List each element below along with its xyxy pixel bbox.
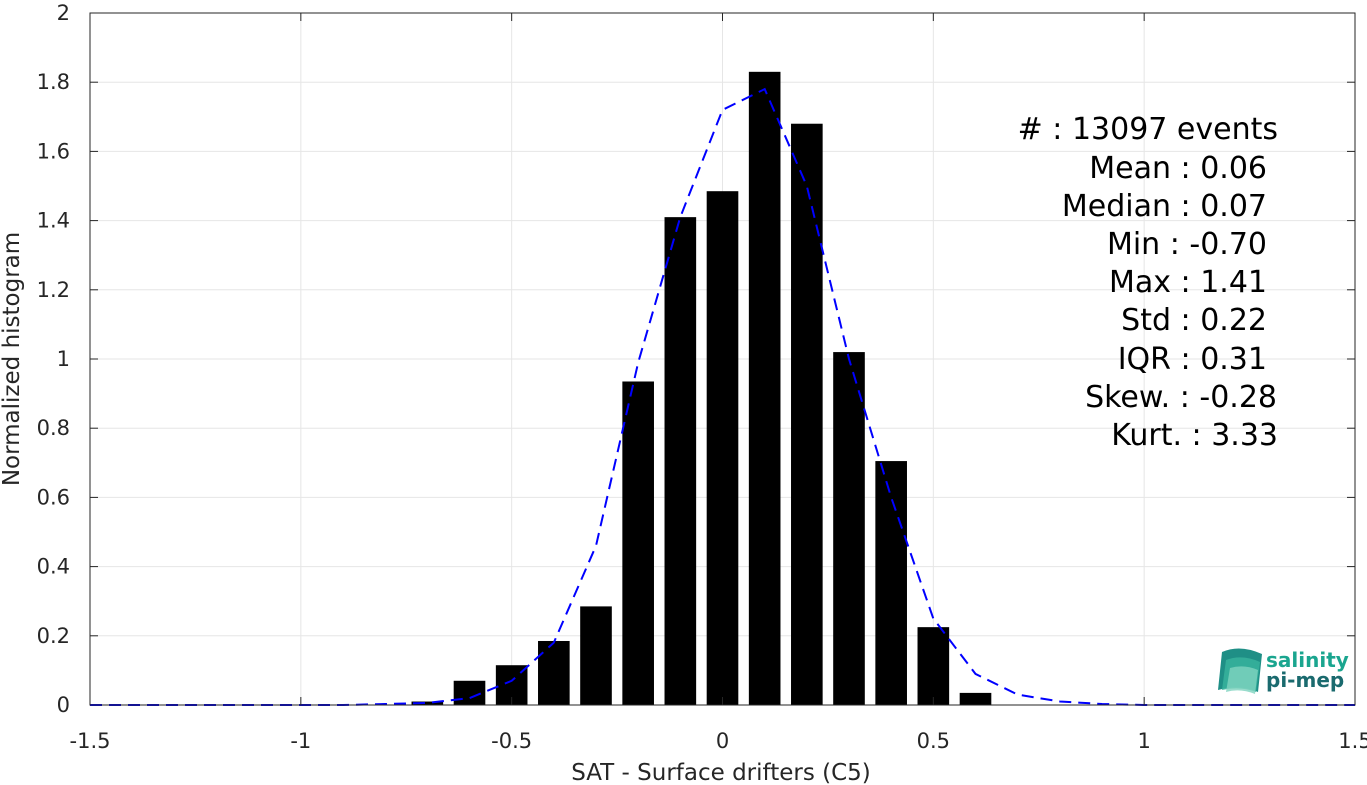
y-tick-label: 0.6 [37, 485, 70, 509]
histogram-bar [538, 640, 570, 705]
stat-std: Std : 0.22 [1121, 303, 1267, 338]
histogram-bar [580, 606, 612, 705]
histogram-bar [664, 217, 697, 705]
histogram-bar [622, 381, 654, 705]
salinity-pimep-logo: salinity pi-mep [1218, 648, 1349, 694]
histogram-bar [411, 701, 444, 705]
logo-text-pimep: pi-mep [1266, 668, 1344, 692]
x-tick-label: 0 [716, 729, 729, 753]
stats-annotation: # : 13097 events Mean : 0.06 Median : 0.… [1018, 112, 1278, 453]
histogram-bar [875, 461, 907, 705]
y-tick-label: 0.4 [37, 555, 70, 579]
histogram-bar [791, 123, 823, 706]
y-tick-label: 1 [57, 347, 70, 371]
logo-text-salinity: salinity [1266, 648, 1349, 672]
y-axis-label: Normalized histogram [0, 232, 25, 486]
x-axis-ticks: -1.5 -1 -0.5 0 0.5 1 1.5 [70, 13, 1367, 753]
y-tick-label: 1.4 [37, 209, 70, 233]
x-tick-label: -0.5 [491, 729, 532, 753]
x-tick-label: 0.5 [917, 729, 950, 753]
y-tick-label: 1.8 [37, 70, 70, 94]
histogram-bar [453, 680, 486, 705]
y-tick-label: 2 [57, 1, 70, 25]
histogram-bar [959, 692, 992, 705]
histogram-bar [833, 352, 865, 705]
histogram-bar [748, 71, 781, 705]
y-tick-label: 1.6 [37, 139, 70, 163]
y-tick-label: 1.2 [37, 278, 70, 302]
histogram-bar [706, 191, 739, 705]
y-tick-label: 0.8 [37, 416, 70, 440]
y-tick-label: 0.2 [37, 624, 70, 648]
stat-skew: Skew. : -0.28 [1085, 380, 1277, 415]
histogram-bars [411, 71, 992, 706]
x-axis-label: SAT - Surface drifters (C5) [571, 760, 871, 785]
y-axis-ticks: 0 0.2 0.4 0.6 0.8 1 1.2 1.4 1.6 1.8 2 [37, 1, 1355, 717]
stat-kurt: Kurt. : 3.33 [1111, 418, 1278, 453]
x-tick-label: 1.5 [1338, 729, 1367, 753]
stat-min: Min : -0.70 [1107, 227, 1267, 262]
histogram-bar [917, 627, 950, 705]
wave-icon [1218, 648, 1262, 694]
stat-count: # : 13097 events [1018, 112, 1278, 147]
stat-median: Median : 0.07 [1062, 189, 1267, 224]
x-tick-label: 1 [1137, 729, 1150, 753]
stat-iqr: IQR : 0.31 [1118, 342, 1267, 377]
y-tick-label: 0 [57, 693, 70, 717]
x-tick-label: -1.5 [70, 729, 111, 753]
stat-mean: Mean : 0.06 [1089, 151, 1267, 186]
x-tick-label: -1 [290, 729, 311, 753]
stat-max: Max : 1.41 [1109, 265, 1267, 300]
